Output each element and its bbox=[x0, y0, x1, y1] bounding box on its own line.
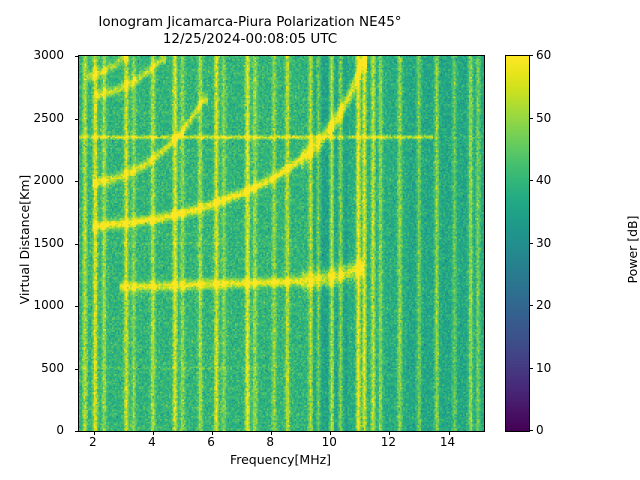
colorbar-tick-mark bbox=[529, 430, 533, 431]
x-tick-mark bbox=[389, 431, 391, 435]
x-tick-label: 2 bbox=[88, 435, 97, 449]
x-tick-mark bbox=[330, 431, 332, 435]
y-tick-mark bbox=[74, 431, 78, 432]
x-axis-tick-labels: 2 4 6 8 10 12 14 bbox=[78, 433, 483, 453]
colorbar-tick-mark bbox=[529, 180, 533, 181]
y-tick-label: 0 bbox=[56, 423, 64, 437]
y-tick-label: 2500 bbox=[33, 110, 64, 125]
x-tick-label: 12 bbox=[380, 435, 397, 449]
x-axis-title: Frequency[MHz] bbox=[229, 452, 332, 467]
x-tick-mark bbox=[448, 431, 450, 435]
colorbar bbox=[505, 55, 530, 432]
colorbar-tick-mark bbox=[529, 367, 533, 369]
x-tick-mark bbox=[271, 431, 273, 435]
y-axis-tick-labels: 0 500 1000 1500 2000 2500 3000 bbox=[0, 48, 72, 437]
colorbar-tick-mark bbox=[529, 242, 533, 244]
figure-title-line-2: 12/25/2024-00:08:05 UTC bbox=[162, 31, 338, 47]
colorbar-gradient bbox=[506, 56, 529, 431]
x-tick-label: 6 bbox=[207, 435, 215, 449]
colorbar-title: Power [dB] bbox=[625, 215, 640, 284]
figure-title-line-1: Ionogram Jicamarca-Piura Polarization NE… bbox=[98, 14, 402, 30]
y-tick-label: 2000 bbox=[33, 173, 64, 187]
colorbar-tick-label: 0 bbox=[536, 423, 544, 437]
colorbar-tick-label: 20 bbox=[536, 298, 552, 312]
y-tick-label: 1000 bbox=[33, 298, 64, 312]
colorbar-tick-label: 30 bbox=[536, 235, 552, 250]
colorbar-tick-mark bbox=[529, 55, 533, 56]
colorbar-tick-mark bbox=[529, 305, 533, 306]
x-tick-label: 8 bbox=[266, 435, 274, 449]
heatmap-canvas-wrap bbox=[79, 56, 484, 431]
colorbar-tick-label: 10 bbox=[536, 360, 552, 375]
colorbar-tick-mark bbox=[529, 117, 533, 119]
y-tick-mark bbox=[74, 368, 78, 370]
y-tick-mark bbox=[74, 243, 78, 245]
figure-title: Ionogram Jicamarca-Piura Polarization NE… bbox=[0, 14, 500, 48]
y-tick-mark bbox=[74, 181, 78, 182]
y-tick-mark bbox=[74, 118, 78, 120]
y-axis-title: Virtual Distance[Km] bbox=[17, 174, 32, 305]
y-tick-mark bbox=[74, 306, 78, 307]
colorbar-tick-label: 50 bbox=[536, 110, 552, 125]
x-tick-label: 4 bbox=[148, 435, 156, 449]
x-tick-label: 10 bbox=[321, 435, 337, 449]
colorbar-tick-label: 40 bbox=[536, 173, 552, 187]
colorbar-tick-label: 60 bbox=[536, 48, 552, 62]
y-tick-label: 3000 bbox=[33, 48, 64, 62]
x-tick-mark bbox=[93, 431, 95, 435]
y-tick-label: 500 bbox=[41, 360, 64, 375]
ionogram-heatmap-canvas bbox=[79, 56, 484, 431]
y-tick-label: 1500 bbox=[33, 235, 64, 250]
colorbar-tick-labels: 0 10 20 30 40 50 60 bbox=[505, 48, 565, 437]
x-tick-mark bbox=[212, 431, 214, 435]
x-tick-mark bbox=[152, 431, 154, 435]
x-tick-label: 14 bbox=[439, 435, 456, 449]
y-tick-mark bbox=[74, 56, 78, 57]
heatmap-plot-area bbox=[74, 55, 485, 435]
